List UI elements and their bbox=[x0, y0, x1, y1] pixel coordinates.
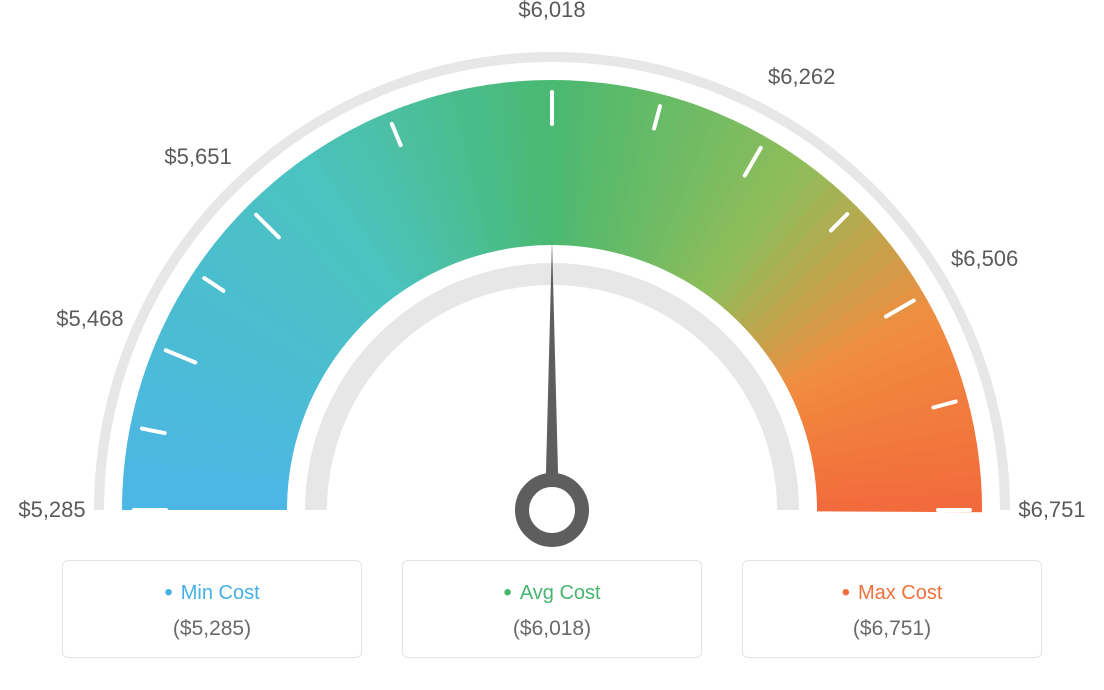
gauge-tick-label: $6,751 bbox=[1018, 497, 1085, 523]
gauge-tick-label: $6,262 bbox=[768, 64, 835, 90]
gauge-tick-label: $6,018 bbox=[518, 0, 585, 23]
legend-value-avg: ($6,018) bbox=[413, 617, 691, 641]
legend-card-max: Max Cost ($6,751) bbox=[742, 560, 1042, 658]
legend-row: Min Cost ($5,285) Avg Cost ($6,018) Max … bbox=[0, 560, 1104, 658]
legend-card-avg: Avg Cost ($6,018) bbox=[402, 560, 702, 658]
gauge-svg bbox=[0, 0, 1104, 560]
gauge-tick-label: $5,468 bbox=[56, 306, 123, 332]
legend-value-min: ($5,285) bbox=[73, 617, 351, 641]
cost-gauge: $5,285 $5,468 $5,651 $6,018 $6,262 $6,506 $6,7… bbox=[0, 0, 1104, 560]
gauge-tick-label: $5,285 bbox=[18, 497, 85, 523]
legend-value-max: ($6,751) bbox=[753, 617, 1031, 641]
gauge-tick-label: $5,651 bbox=[164, 144, 231, 170]
legend-title-max: Max Cost bbox=[753, 579, 1031, 607]
legend-title-avg: Avg Cost bbox=[413, 579, 691, 607]
legend-card-min: Min Cost ($5,285) bbox=[62, 560, 362, 658]
legend-title-min: Min Cost bbox=[73, 579, 351, 607]
gauge-tick-label: $6,506 bbox=[951, 246, 1018, 272]
